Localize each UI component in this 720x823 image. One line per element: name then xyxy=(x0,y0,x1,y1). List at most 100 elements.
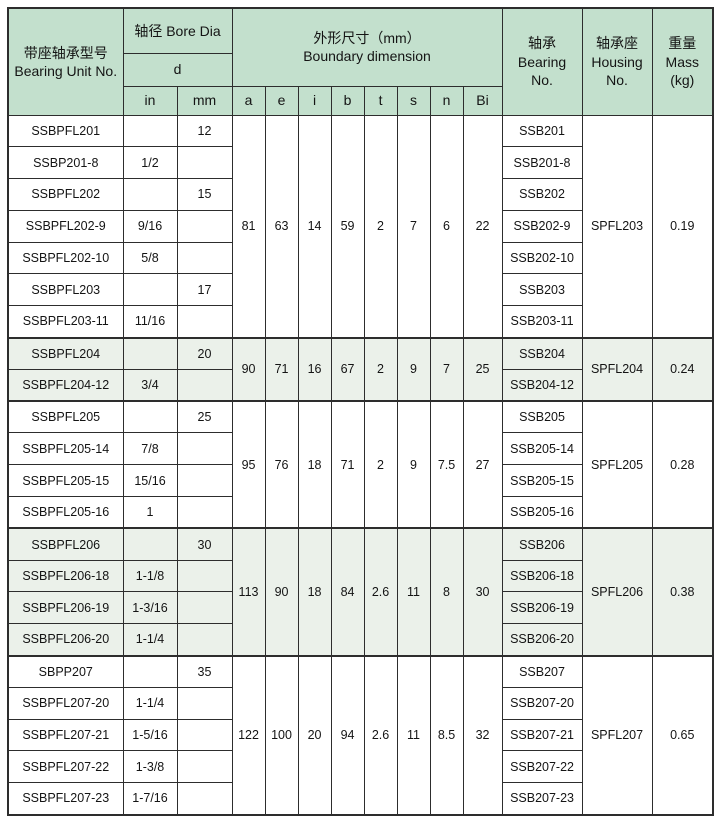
cell-mass: 0.65 xyxy=(651,654,714,816)
cell-bearing-no: SSB205-15 xyxy=(501,464,583,498)
header-col-mm: mm xyxy=(176,85,233,116)
cell-unit-no: SSBPFL206-19 xyxy=(7,591,124,625)
cell-dim-b: 84 xyxy=(330,527,365,657)
cell-bearing-no: SSB204-12 xyxy=(501,368,583,402)
cell-dim-b: 59 xyxy=(330,114,365,339)
cell-unit-no: SSBPFL207-20 xyxy=(7,686,124,720)
cell-bore-in xyxy=(122,114,178,148)
table-row: SSBPFL205-16 1 SSB205-16 xyxy=(7,496,713,529)
table-row: SSBPFL202-10 5/8 SSB202-10 xyxy=(7,241,713,275)
table-header: 带座轴承型号 Bearing Unit No. 轴径 Bore Dia 外形尺寸… xyxy=(7,7,714,116)
cell-bore-in: 9/16 xyxy=(122,209,178,243)
cell-dim-bi: 32 xyxy=(462,654,503,816)
cell-bore-mm xyxy=(176,750,233,784)
cell-housing-no: SPFL206 xyxy=(581,527,653,657)
header-bearing-unit-no: 带座轴承型号 Bearing Unit No. xyxy=(7,7,124,116)
cell-bore-mm: 17 xyxy=(176,273,233,307)
cell-bearing-no: SSB203 xyxy=(501,273,583,307)
cell-dim-i: 20 xyxy=(297,654,332,816)
header-housing-no-zh: 轴承座 xyxy=(596,35,639,52)
cell-dim-t: 2 xyxy=(363,400,398,529)
cell-dim-i: 16 xyxy=(297,336,332,402)
table-body: SSBPFL201 12 81 63 14 59 2 7 6 22 SSB201… xyxy=(7,114,714,816)
cell-bore-mm: 15 xyxy=(176,178,233,211)
cell-dim-a: 90 xyxy=(231,336,266,402)
cell-mass: 0.19 xyxy=(651,114,714,339)
cell-unit-no: SSBPFL202 xyxy=(7,178,124,211)
table-row: SSBPFL206-18 1-1/8 SSB206-18 xyxy=(7,559,713,593)
header-col-in: in xyxy=(122,85,178,116)
cell-housing-no: SPFL205 xyxy=(581,400,653,529)
cell-housing-no: SPFL207 xyxy=(581,654,653,816)
cell-bearing-no: SSB205 xyxy=(501,400,583,434)
cell-bore-in: 3/4 xyxy=(122,368,178,402)
cell-bore-mm xyxy=(176,686,233,720)
cell-bore-in xyxy=(122,178,178,211)
header-col-s: s xyxy=(396,85,431,116)
cell-bearing-no: SSB203-11 xyxy=(501,305,583,339)
table-row: SSBPFL207-20 1-1/4 SSB207-20 xyxy=(7,686,713,720)
header-bore-d: d xyxy=(122,52,233,87)
cell-unit-no: SSBPFL206-18 xyxy=(7,559,124,593)
cell-unit-no: SSBPFL206-20 xyxy=(7,623,124,657)
table-row: SSBPFL203 17 SSB203 xyxy=(7,273,713,307)
cell-dim-s: 11 xyxy=(396,527,431,657)
cell-mass: 0.24 xyxy=(651,336,714,402)
header-mass-en1: Mass xyxy=(665,53,699,70)
cell-bearing-no: SSB207 xyxy=(501,654,583,688)
cell-dim-s: 9 xyxy=(396,400,431,529)
cell-dim-e: 76 xyxy=(264,400,299,529)
cell-dim-t: 2.6 xyxy=(363,527,398,657)
cell-bore-mm: 12 xyxy=(176,114,233,148)
cell-dim-s: 7 xyxy=(396,114,431,339)
cell-bore-mm xyxy=(176,432,233,466)
cell-bearing-no: SSB207-20 xyxy=(501,686,583,720)
cell-bearing-no: SSB204 xyxy=(501,336,583,370)
cell-dim-e: 90 xyxy=(264,527,299,657)
cell-bore-mm xyxy=(176,591,233,625)
cell-bore-mm xyxy=(176,209,233,243)
header-bore-dia: 轴径 Bore Dia xyxy=(122,7,233,54)
header-boundary-zh: 外形尺寸（mm） xyxy=(313,30,421,47)
cell-dim-a: 81 xyxy=(231,114,266,339)
header-bearing-no: 轴承 Bearing No. xyxy=(501,7,583,116)
cell-unit-no: SSBPFL205-14 xyxy=(7,432,124,466)
cell-dim-i: 14 xyxy=(297,114,332,339)
cell-bore-in: 15/16 xyxy=(122,464,178,498)
cell-bore-in: 1-7/16 xyxy=(122,782,178,816)
header-col-bi: Bi xyxy=(462,85,503,116)
cell-unit-no: SSBPFL205-16 xyxy=(7,496,124,529)
cell-dim-n: 7.5 xyxy=(429,400,464,529)
header-mass-zh: 重量 xyxy=(668,35,697,52)
header-col-t: t xyxy=(363,85,398,116)
cell-bore-in: 1-3/8 xyxy=(122,750,178,784)
cell-housing-no: SPFL203 xyxy=(581,114,653,339)
header-housing-no-en1: Housing xyxy=(591,53,643,70)
cell-mass: 0.28 xyxy=(651,400,714,529)
cell-unit-no: SSBPFL207-22 xyxy=(7,750,124,784)
cell-dim-b: 67 xyxy=(330,336,365,402)
table-row: SSBPFL206-20 1-1/4 SSB206-20 xyxy=(7,623,713,657)
cell-unit-no: SSBPFL207-21 xyxy=(7,718,124,752)
cell-bearing-no: SSB207-22 xyxy=(501,750,583,784)
table-row: SSBPFL206-19 1-3/16 SSB206-19 xyxy=(7,591,713,625)
cell-unit-no: SSBPFL202-9 xyxy=(7,209,124,243)
cell-dim-n: 6 xyxy=(429,114,464,339)
cell-dim-s: 11 xyxy=(396,654,431,816)
cell-bore-in: 1-1/4 xyxy=(122,686,178,720)
cell-unit-no: SBPP207 xyxy=(7,654,124,688)
cell-unit-no: SSBPFL202-10 xyxy=(7,241,124,275)
cell-bore-mm xyxy=(176,496,233,529)
cell-bearing-no: SSB202-9 xyxy=(501,209,583,243)
cell-dim-bi: 30 xyxy=(462,527,503,657)
cell-dim-a: 95 xyxy=(231,400,266,529)
cell-bearing-no: SSB206 xyxy=(501,527,583,561)
header-housing-no-en2: No. xyxy=(606,71,628,88)
header-mass-en2: (kg) xyxy=(670,71,695,88)
cell-bore-in: 1 xyxy=(122,496,178,529)
cell-bore-in xyxy=(122,273,178,307)
cell-bearing-no: SSB201-8 xyxy=(501,146,583,180)
cell-mass: 0.38 xyxy=(651,527,714,657)
cell-bearing-no: SSB206-20 xyxy=(501,623,583,657)
cell-bore-mm xyxy=(176,559,233,593)
